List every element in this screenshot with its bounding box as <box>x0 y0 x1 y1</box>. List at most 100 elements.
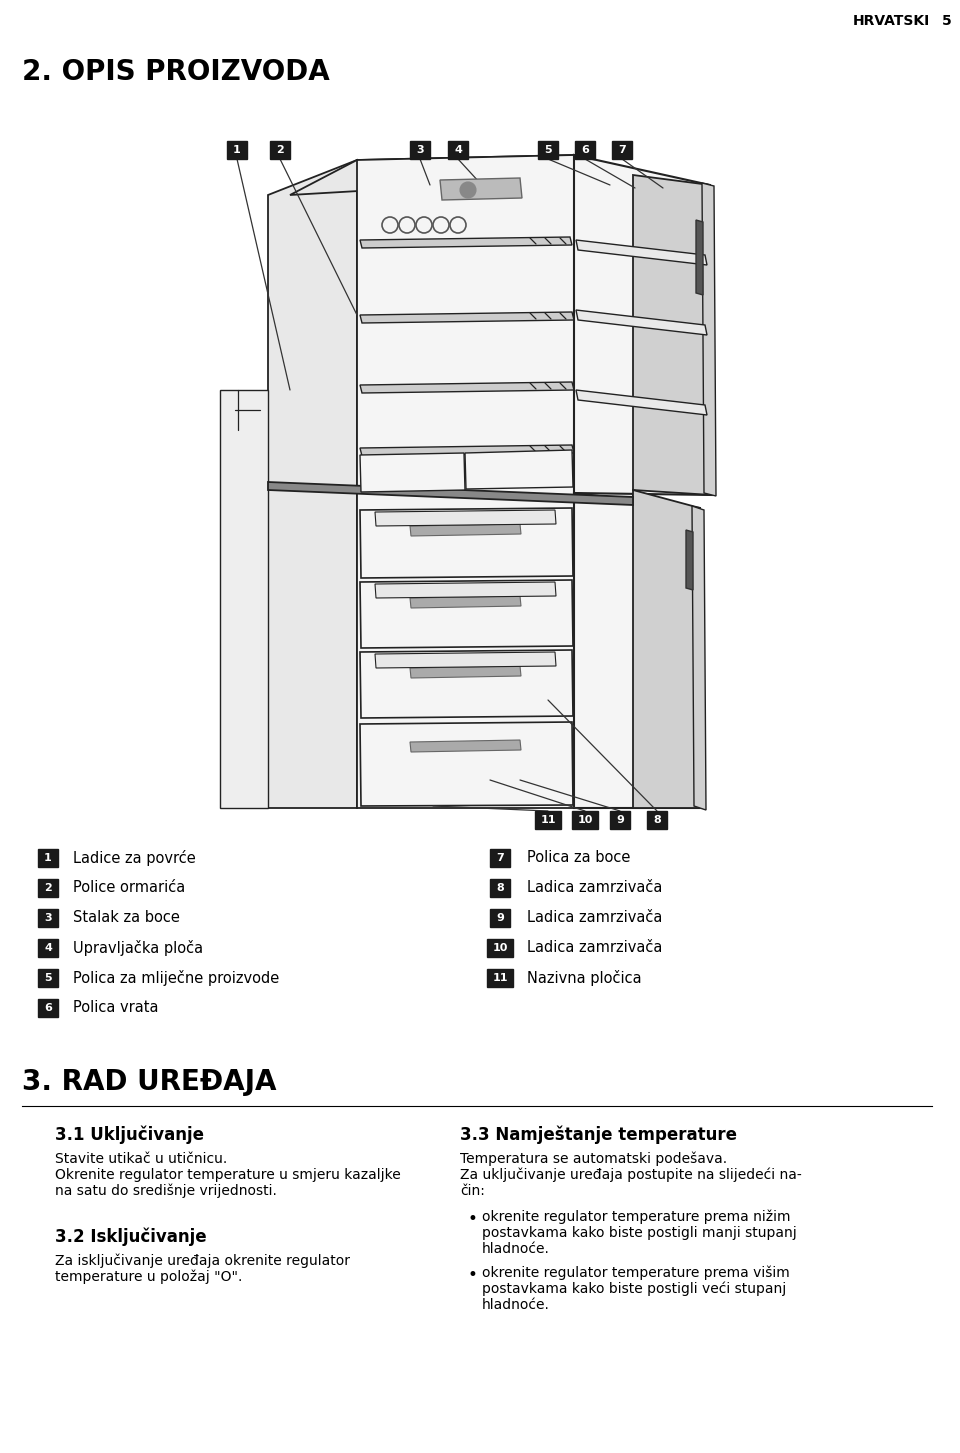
Text: 3.3 Namještanje temperature: 3.3 Namještanje temperature <box>460 1126 737 1145</box>
Polygon shape <box>360 237 572 248</box>
Text: 5: 5 <box>44 974 52 984</box>
Text: Temperatura se automatski podešava.: Temperatura se automatski podešava. <box>460 1152 727 1167</box>
Polygon shape <box>360 509 573 578</box>
Polygon shape <box>410 596 521 607</box>
Text: Upravljačka ploča: Upravljačka ploča <box>73 940 204 956</box>
Polygon shape <box>375 583 556 599</box>
Polygon shape <box>574 155 712 495</box>
Text: Ladica zamrzivača: Ladica zamrzivača <box>527 911 662 926</box>
Text: okrenite regulator temperature prema višim: okrenite regulator temperature prema viš… <box>482 1266 790 1280</box>
Text: 11: 11 <box>540 815 556 825</box>
Text: Ladica zamrzivača: Ladica zamrzivača <box>527 940 662 956</box>
Text: okrenite regulator temperature prema nižim: okrenite regulator temperature prema niž… <box>482 1210 790 1225</box>
Polygon shape <box>440 179 522 201</box>
Polygon shape <box>410 740 521 753</box>
Text: 2: 2 <box>44 883 52 894</box>
FancyBboxPatch shape <box>270 141 290 158</box>
Text: 5: 5 <box>544 145 552 155</box>
FancyBboxPatch shape <box>575 141 595 158</box>
Text: 9: 9 <box>496 912 504 923</box>
Text: Okrenite regulator temperature u smjeru kazaljke: Okrenite regulator temperature u smjeru … <box>55 1168 400 1181</box>
Text: postavkama kako biste postigli manji stupanj: postavkama kako biste postigli manji stu… <box>482 1226 797 1239</box>
Text: 3.2 Isključivanje: 3.2 Isključivanje <box>55 1228 206 1247</box>
FancyBboxPatch shape <box>38 849 58 867</box>
Polygon shape <box>360 649 573 718</box>
FancyBboxPatch shape <box>647 811 667 830</box>
Polygon shape <box>360 453 465 493</box>
Text: 2. OPIS PROIZVODA: 2. OPIS PROIZVODA <box>22 58 329 86</box>
Text: 11: 11 <box>492 974 508 984</box>
Polygon shape <box>360 580 573 648</box>
Text: 3: 3 <box>44 912 52 923</box>
FancyBboxPatch shape <box>38 1000 58 1017</box>
FancyBboxPatch shape <box>487 939 513 958</box>
FancyBboxPatch shape <box>448 141 468 158</box>
Text: 9: 9 <box>616 815 624 825</box>
Text: 1: 1 <box>44 853 52 863</box>
Text: postavkama kako biste postigli veći stupanj: postavkama kako biste postigli veći stup… <box>482 1282 786 1296</box>
Text: 10: 10 <box>492 943 508 953</box>
FancyBboxPatch shape <box>490 849 510 867</box>
Polygon shape <box>360 722 573 806</box>
Text: 5: 5 <box>943 15 952 28</box>
Text: •: • <box>468 1210 478 1228</box>
Text: 3: 3 <box>417 145 423 155</box>
Polygon shape <box>410 665 521 679</box>
FancyBboxPatch shape <box>572 811 598 830</box>
Polygon shape <box>220 389 268 808</box>
Polygon shape <box>686 530 693 590</box>
Polygon shape <box>692 506 706 809</box>
Polygon shape <box>268 482 633 506</box>
Text: Nazivna pločica: Nazivna pločica <box>527 971 641 987</box>
Text: 4: 4 <box>44 943 52 953</box>
Text: 7: 7 <box>496 853 504 863</box>
Text: čin:: čin: <box>460 1184 485 1199</box>
Text: Za isključivanje uređaja okrenite regulator: Za isključivanje uređaja okrenite regula… <box>55 1254 350 1268</box>
Polygon shape <box>574 155 633 808</box>
Polygon shape <box>702 183 716 495</box>
Text: na satu do središnje vrijednosti.: na satu do središnje vrijednosti. <box>55 1184 276 1199</box>
Text: Polica za boce: Polica za boce <box>527 850 631 866</box>
Polygon shape <box>290 155 633 195</box>
Text: 2: 2 <box>276 145 284 155</box>
Text: Police ormarića: Police ormarića <box>73 881 185 895</box>
FancyBboxPatch shape <box>410 141 430 158</box>
FancyBboxPatch shape <box>38 879 58 897</box>
Text: 1: 1 <box>233 145 241 155</box>
FancyBboxPatch shape <box>490 879 510 897</box>
Text: hladnoće.: hladnoće. <box>482 1242 550 1255</box>
Polygon shape <box>360 382 574 392</box>
Text: 3.1 Uključivanje: 3.1 Uključivanje <box>55 1126 204 1145</box>
Text: 3. RAD UREĐAJA: 3. RAD UREĐAJA <box>22 1068 276 1096</box>
Text: 8: 8 <box>496 883 504 894</box>
Polygon shape <box>574 493 702 808</box>
Text: hladnoće.: hladnoće. <box>482 1298 550 1312</box>
FancyBboxPatch shape <box>490 910 510 927</box>
Polygon shape <box>268 160 357 808</box>
Text: 8: 8 <box>653 815 660 825</box>
Text: 4: 4 <box>454 145 462 155</box>
FancyBboxPatch shape <box>610 811 630 830</box>
Polygon shape <box>360 445 574 456</box>
FancyBboxPatch shape <box>38 939 58 958</box>
Polygon shape <box>357 155 574 808</box>
Polygon shape <box>465 450 573 490</box>
Polygon shape <box>375 652 556 668</box>
FancyBboxPatch shape <box>38 969 58 987</box>
Text: 7: 7 <box>618 145 626 155</box>
Polygon shape <box>360 312 574 323</box>
Text: Ladice za povrće: Ladice za povrće <box>73 850 196 866</box>
Text: Za uključivanje uređaja postupite na slijedeći na-: Za uključivanje uređaja postupite na sli… <box>460 1168 802 1183</box>
Text: Polica vrata: Polica vrata <box>73 1001 158 1016</box>
Text: 10: 10 <box>577 815 592 825</box>
Text: temperature u položaj "O".: temperature u položaj "O". <box>55 1270 242 1284</box>
Polygon shape <box>633 490 702 808</box>
Polygon shape <box>576 240 707 264</box>
Text: Stalak za boce: Stalak za boce <box>73 911 180 926</box>
Text: Stavite utikač u utičnicu.: Stavite utikač u utičnicu. <box>55 1152 228 1165</box>
Text: HRVATSKI: HRVATSKI <box>852 15 930 28</box>
Polygon shape <box>633 174 712 495</box>
FancyBboxPatch shape <box>612 141 632 158</box>
FancyBboxPatch shape <box>227 141 247 158</box>
Text: •: • <box>468 1266 478 1284</box>
